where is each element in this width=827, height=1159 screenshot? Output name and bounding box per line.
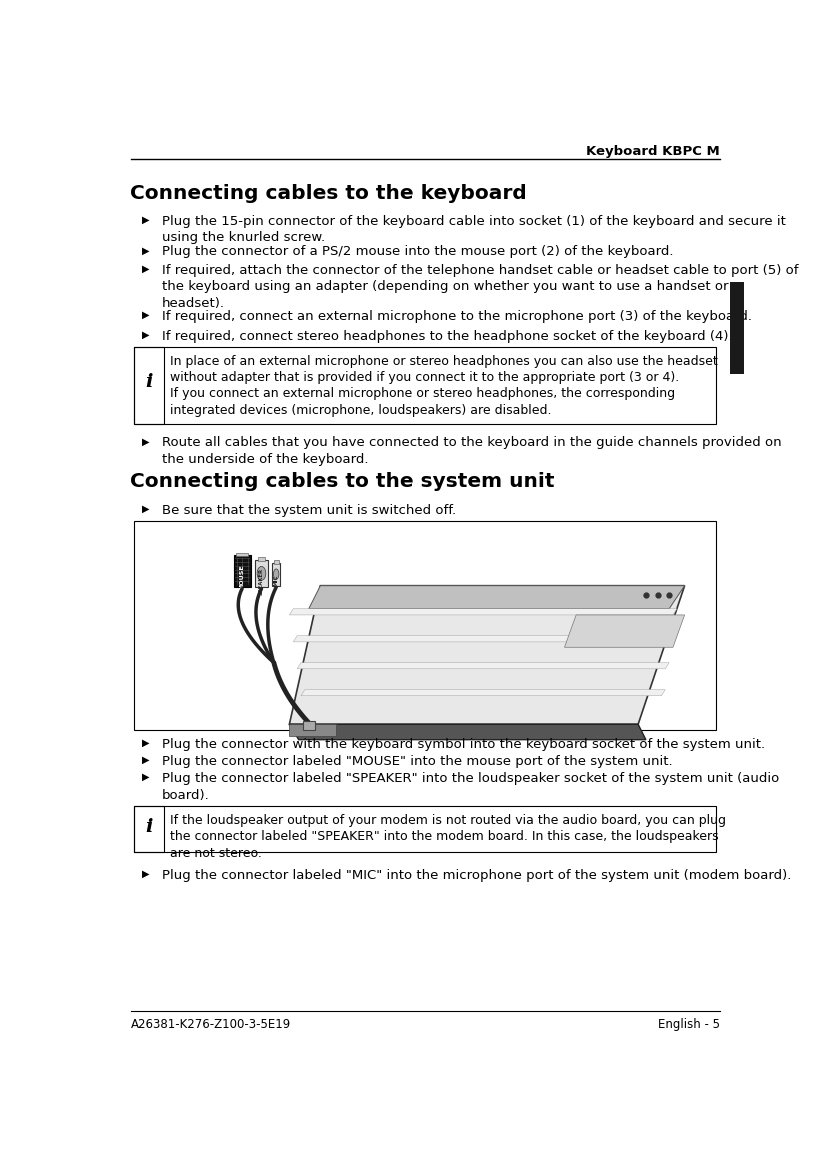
Polygon shape (308, 585, 685, 608)
Text: Plug the 15-pin connector of the keyboard cable into socket (1) of the keyboard : Plug the 15-pin connector of the keyboar… (161, 214, 786, 245)
Text: Connecting cables to the keyboard: Connecting cables to the keyboard (131, 184, 528, 203)
Text: ▶: ▶ (142, 504, 150, 515)
Bar (233, 555, 251, 588)
Text: If required, attach the connector of the telephone handset cable or headset cabl: If required, attach the connector of the… (161, 264, 798, 309)
Text: ▶: ▶ (142, 264, 150, 274)
Text: Plug the connector labeled "MIC" into the microphone port of the system unit (mo: Plug the connector labeled "MIC" into th… (161, 869, 791, 882)
Text: In place of an external microphone or stereo headphones you can also use the hea: In place of an external microphone or st… (170, 355, 718, 384)
Bar (303, 721, 315, 730)
Bar (134, 806, 164, 852)
Text: English - 5: English - 5 (657, 1019, 719, 1032)
Text: ▶: ▶ (142, 436, 150, 446)
Text: ▶: ▶ (142, 755, 150, 765)
Text: Route all cables that you have connected to the keyboard in the guide channels p: Route all cables that you have connected… (161, 436, 782, 466)
Bar (289, 724, 336, 736)
Text: ▶: ▶ (142, 309, 150, 320)
Text: SPEAKER: SPEAKER (259, 568, 264, 595)
Text: ▶: ▶ (142, 869, 150, 879)
Text: ▶: ▶ (142, 246, 150, 255)
Text: Plug the connector labeled "MOUSE" into the mouse port of the system unit.: Plug the connector labeled "MOUSE" into … (161, 755, 672, 768)
Text: Be sure that the system unit is switched off.: Be sure that the system unit is switched… (161, 504, 456, 517)
Text: Plug the connector with the keyboard symbol into the keyboard socket of the syst: Plug the connector with the keyboard sym… (161, 738, 765, 751)
Text: If the loudspeaker output of your modem is not routed via the audio board, you c: If the loudspeaker output of your modem … (170, 814, 726, 860)
Bar (257, 557, 265, 561)
Bar (134, 347, 164, 424)
Text: Plug the connector of a PS/2 mouse into the mouse port (2) of the keyboard.: Plug the connector of a PS/2 mouse into … (161, 246, 673, 258)
Ellipse shape (257, 567, 265, 581)
Text: i: i (146, 373, 153, 391)
Bar (134, 347, 715, 424)
Text: A26381-K276-Z100-3-5E19: A26381-K276-Z100-3-5E19 (131, 1019, 291, 1032)
Text: ▶: ▶ (142, 330, 150, 340)
Text: MOUSE: MOUSE (240, 564, 245, 590)
Polygon shape (297, 663, 669, 669)
Text: If required, connect stereo headphones to the headphone socket of the keyboard (: If required, connect stereo headphones t… (161, 330, 732, 343)
Polygon shape (294, 636, 673, 642)
Text: If required, connect an external microphone to the microphone port (3) of the ke: If required, connect an external microph… (161, 309, 752, 323)
Bar (236, 553, 248, 556)
Bar (256, 560, 268, 588)
Bar (730, 282, 744, 374)
Text: Plug the connector labeled "SPEAKER" into the loudspeaker socket of the system u: Plug the connector labeled "SPEAKER" int… (161, 772, 779, 802)
Text: Connecting cables to the system unit: Connecting cables to the system unit (131, 472, 555, 490)
Ellipse shape (274, 569, 279, 580)
Text: ▶: ▶ (142, 214, 150, 225)
Polygon shape (289, 608, 676, 615)
Polygon shape (565, 615, 685, 647)
Text: ▶: ▶ (142, 772, 150, 782)
Text: i: i (146, 818, 153, 836)
Polygon shape (301, 690, 665, 695)
Bar (274, 560, 279, 564)
Polygon shape (289, 724, 646, 739)
Polygon shape (289, 585, 685, 724)
Text: MIC: MIC (274, 575, 279, 586)
Bar (272, 562, 280, 585)
Text: Keyboard KBPC M: Keyboard KBPC M (586, 145, 719, 159)
Text: If you connect an external microphone or stereo headphones, the corresponding
in: If you connect an external microphone or… (170, 387, 675, 416)
Bar (134, 522, 715, 730)
Bar (134, 806, 715, 852)
Text: ▶: ▶ (142, 738, 150, 749)
